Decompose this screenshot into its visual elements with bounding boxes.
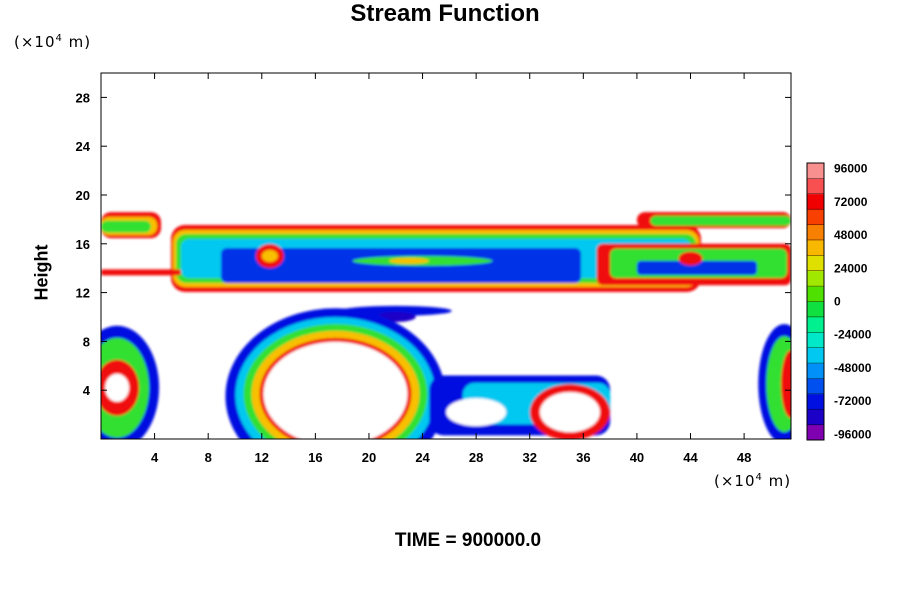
x-tick-label: 28 [469,450,483,465]
colorbar-segment [807,286,824,302]
colorbar-segment [807,316,824,333]
colorbar-segment [807,424,824,441]
colorbar-segment [807,255,824,272]
y-axis: 4 8 12 16 20 24 28 [76,90,791,398]
y-tick-label: 20 [76,188,90,203]
colorbar-label: 0 [834,295,841,309]
colorbar-segment [807,193,824,210]
colorbar-frame [806,162,825,441]
colorbar-segment [807,347,824,364]
upper-band-yellow-cell [261,250,278,262]
x-tick-label: 16 [308,450,322,465]
x-tick-label: 44 [683,450,698,465]
colorbar-segment [807,178,824,195]
x-tick-label: 36 [576,450,590,465]
right-band-blue [636,260,757,275]
y-tick-label: 4 [83,383,91,398]
colorbar-segment [807,163,824,179]
left-corner-cell-center [105,373,130,402]
colorbar-label: -96000 [834,427,872,441]
upper-band-yellow [389,257,430,264]
left-band [101,220,151,233]
y-tick-label: 16 [76,237,90,252]
colorbar-segment [807,378,824,395]
colorbar-label: 24000 [834,261,868,275]
colorbar-segment [807,301,824,318]
colorbar-label: 96000 [834,162,868,176]
lower-small-cell-center [539,392,600,433]
x-tick-label: 32 [523,450,537,465]
left-band-lower [101,269,181,276]
right-corner-cell [781,350,791,419]
right-band [650,215,791,226]
colorbar: 96000 72000 48000 24000 0 -24000 -48000 -72000 -… [806,162,872,441]
y-tick-label: 28 [76,90,90,105]
plot-area [101,212,791,439]
colorbar-segment [807,332,824,349]
x-tick-label: 24 [415,450,430,465]
colorbar-segment [807,224,824,241]
x-tick-label: 8 [205,450,212,465]
colorbar-segment [807,363,824,379]
plot-frame [100,72,792,440]
time-label: TIME = 900000.0 [394,530,542,551]
colorbar-segment [807,209,824,226]
colorbar-label: 48000 [834,228,868,242]
colorbar-segment [807,239,824,256]
x-tick-label: 20 [362,450,376,465]
x-tick-label: 12 [255,450,269,465]
y-tick-label: 8 [83,334,90,349]
x-tick-label: 4 [151,450,159,465]
colorbar-segment [807,270,824,287]
y-tick-label: 12 [76,286,90,301]
colorbar-label: 72000 [834,195,868,209]
x-tick-label: 48 [737,450,751,465]
lower-cell-center [263,341,408,439]
x-tick-label: 40 [630,450,644,465]
right-band-red-cell [678,251,703,266]
colorbar-segment [807,393,824,410]
x-axis: 4 8 12 16 20 24 28 32 36 40 44 48 [151,73,751,465]
y-unit-label: (×104 m) [14,33,92,51]
colorbar-segment [807,409,824,426]
x-unit-label: (×104 m) [714,472,792,490]
colorbar-label: -48000 [834,361,872,375]
lower-bridge-gap [446,398,507,427]
contour-field [101,212,791,439]
y-tick-label: 24 [76,139,91,154]
chart-title: Stream Function [350,0,540,27]
colorbar-label: -72000 [834,394,872,408]
colorbar-label: -24000 [834,328,872,342]
